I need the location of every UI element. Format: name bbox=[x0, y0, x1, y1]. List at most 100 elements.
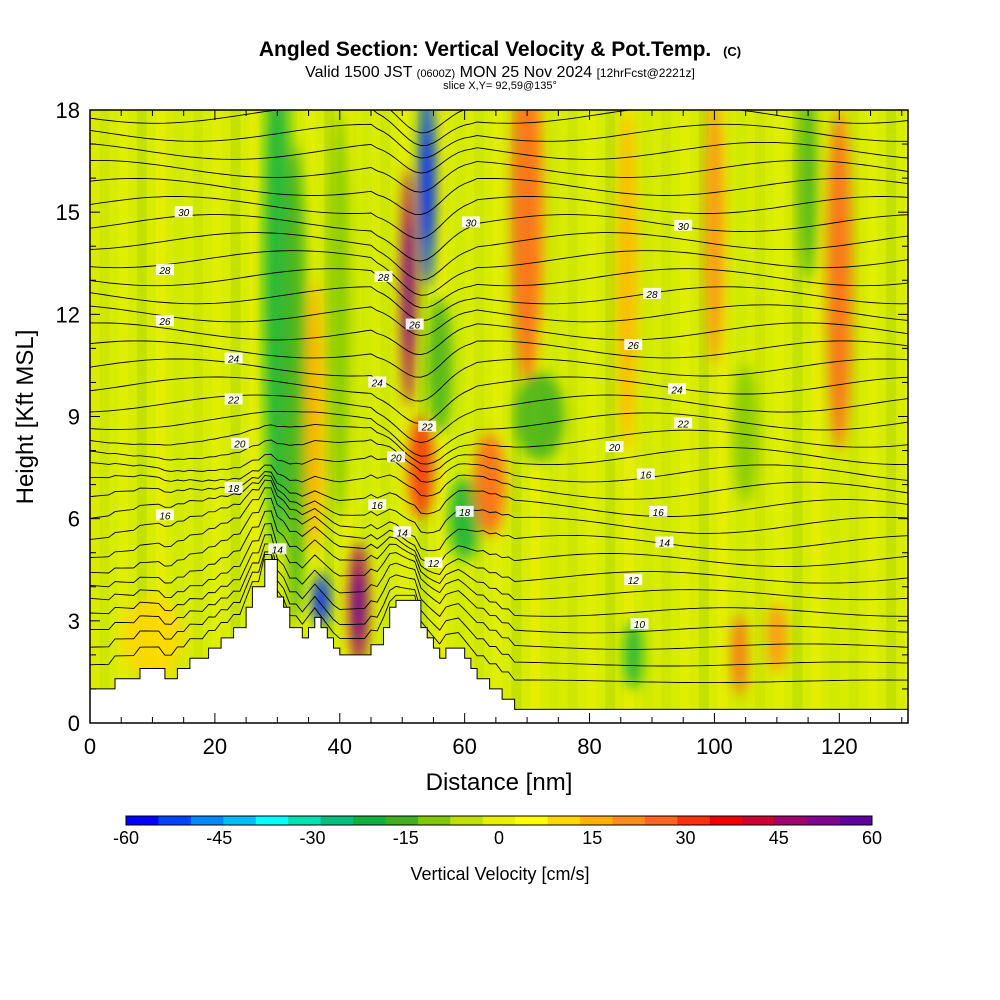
velocity-cell bbox=[449, 477, 481, 560]
contour-label: 16 bbox=[649, 505, 668, 519]
contour-label-text: 22 bbox=[677, 419, 690, 430]
contour-label: 20 bbox=[605, 441, 624, 454]
x-axis: 0 20 40 60 80 100 120 bbox=[84, 110, 903, 759]
contour-label-text: 16 bbox=[159, 511, 171, 522]
velocity-stripe bbox=[567, 110, 578, 723]
isentrope-line bbox=[90, 410, 908, 457]
isentrope-line bbox=[90, 479, 908, 552]
colorbar-segment bbox=[644, 816, 678, 825]
contour-label-text: 16 bbox=[372, 501, 384, 512]
isentrope-line bbox=[90, 304, 908, 337]
plot-area: 30 30 30 28 28 28 26 26 26 24 24 24 22 22 22 20 20 20 18 18… bbox=[90, 110, 908, 723]
colorbar-segment bbox=[839, 816, 873, 825]
contour-label-bg bbox=[224, 352, 243, 364]
colorbar-segment bbox=[223, 816, 257, 825]
colorbar-segment bbox=[677, 816, 711, 825]
contour-label-bg bbox=[368, 499, 387, 511]
contour-label: 10 bbox=[630, 618, 649, 631]
subtitle-valid: Valid 1500 JST bbox=[305, 64, 416, 81]
contour-label-bg bbox=[624, 573, 643, 585]
colorbar-tick-label: -15 bbox=[393, 828, 419, 848]
x-axis-label: Distance [nm] bbox=[426, 769, 573, 796]
contour-label-text: 26 bbox=[627, 341, 640, 352]
velocity-stripe bbox=[249, 110, 260, 723]
velocity-stripe bbox=[811, 110, 822, 723]
contour-label-text: 30 bbox=[465, 218, 477, 229]
colorbar-segment bbox=[482, 816, 516, 825]
isentrope-line bbox=[90, 214, 908, 262]
velocity-stripe bbox=[717, 110, 728, 723]
contour-label-text: 14 bbox=[659, 539, 671, 550]
contour-label-bg bbox=[624, 338, 643, 350]
y-axis: 0 3 6 9 12 15 18 bbox=[56, 98, 908, 736]
velocity-stripe bbox=[324, 110, 335, 723]
contour-label-text: 26 bbox=[158, 317, 171, 328]
velocity-stripe bbox=[417, 110, 428, 723]
contour-label: 26 bbox=[155, 315, 174, 328]
isentrope-line bbox=[90, 376, 908, 425]
contour-label-bg bbox=[655, 536, 674, 548]
x-tick-label: 60 bbox=[452, 734, 476, 759]
contour-label-bg bbox=[155, 315, 174, 327]
contour-label-text: 16 bbox=[640, 470, 652, 481]
isentrope-line bbox=[90, 487, 908, 568]
velocity-stripe bbox=[792, 110, 803, 723]
colorbar-tick-label: 15 bbox=[582, 828, 602, 848]
contour-label-bg bbox=[224, 393, 243, 405]
isentrope-line bbox=[90, 232, 908, 281]
isentrope-line bbox=[90, 178, 908, 216]
contour-label: 14 bbox=[393, 526, 412, 539]
colorbar: -60 -45 -30 -15 0 15 30 45 60 bbox=[113, 815, 882, 848]
isentrope-line bbox=[90, 123, 908, 159]
y-tick-label: 0 bbox=[68, 711, 80, 736]
x-tick-label: 100 bbox=[696, 734, 733, 759]
contour-label: 16 bbox=[636, 468, 655, 481]
colorbar-tick-label: 0 bbox=[494, 828, 504, 848]
velocity-stripe bbox=[773, 110, 784, 723]
contour-label-bg bbox=[230, 437, 249, 449]
contour-label: 24 bbox=[667, 383, 686, 396]
contour-label: 24 bbox=[224, 352, 243, 366]
isentrope-line bbox=[90, 250, 908, 296]
isentrope-line bbox=[90, 523, 908, 617]
colorbar-segment bbox=[547, 816, 581, 825]
contour-label-text: 24 bbox=[227, 355, 240, 366]
contour-label: 28 bbox=[374, 270, 393, 284]
isentrope-line bbox=[90, 453, 908, 483]
contour-label: 22 bbox=[418, 420, 437, 434]
contour-label-bg bbox=[461, 216, 480, 228]
velocity-cell bbox=[733, 365, 759, 502]
isentrope-line bbox=[90, 534, 908, 634]
velocity-stripe bbox=[661, 110, 672, 723]
contour-label-bg bbox=[155, 509, 174, 521]
colorbar-tick-label: 60 bbox=[862, 828, 882, 848]
y-tick-label: 3 bbox=[68, 609, 80, 634]
contour-label-text: 22 bbox=[227, 395, 240, 406]
contour-label: 14 bbox=[655, 536, 674, 550]
isentrope-line bbox=[90, 340, 908, 378]
contour-label-bg bbox=[455, 505, 474, 517]
colorbar-segment bbox=[126, 816, 159, 825]
contour-label-text: 24 bbox=[670, 385, 683, 396]
colorbar-segment bbox=[580, 816, 613, 825]
contour-label: 16 bbox=[368, 499, 387, 512]
colorbar-tick-label: -60 bbox=[113, 828, 139, 848]
isentrope-line bbox=[90, 474, 908, 534]
subtitle-forecast: [12hrFcst@2221z] bbox=[597, 66, 695, 80]
colorbar-segment bbox=[742, 816, 775, 825]
x-tick-label: 120 bbox=[821, 734, 858, 759]
contour-label: 24 bbox=[368, 376, 387, 389]
contour-label-text: 30 bbox=[178, 208, 190, 219]
colorbar-segment bbox=[288, 816, 321, 825]
isentrope-line bbox=[90, 553, 908, 684]
velocity-stripe bbox=[474, 110, 485, 723]
colorbar-segment bbox=[612, 816, 646, 825]
velocity-stripe bbox=[680, 110, 691, 723]
contour-label: 16 bbox=[155, 509, 174, 522]
isentrope-line bbox=[90, 159, 908, 193]
velocity-cell bbox=[623, 620, 643, 689]
potential-temperature-contours bbox=[90, 110, 908, 684]
contour-label: 12 bbox=[424, 556, 443, 570]
velocity-stripe bbox=[118, 110, 129, 723]
contour-label-text: 20 bbox=[608, 443, 621, 454]
